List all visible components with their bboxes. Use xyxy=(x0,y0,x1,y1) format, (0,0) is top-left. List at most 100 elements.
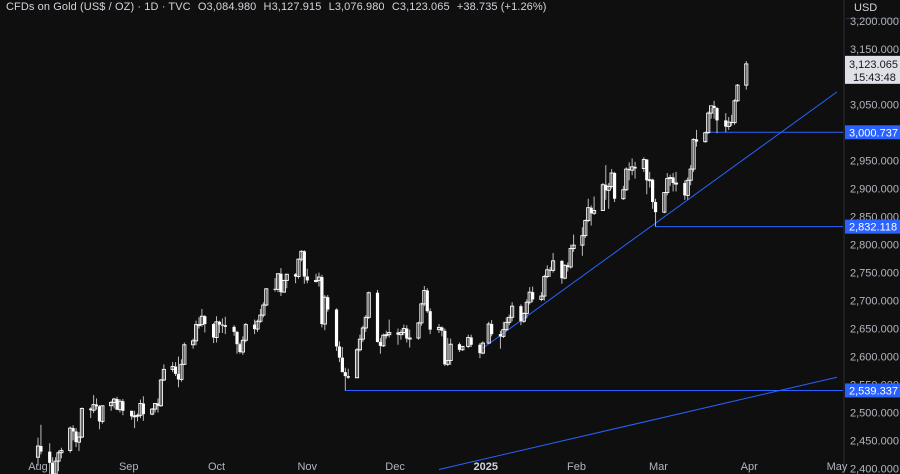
candle-body-up xyxy=(68,427,73,451)
x-tick-label: Apr xyxy=(741,461,758,473)
candle-body-up xyxy=(76,436,82,443)
y-tick-label: 2,400.000 xyxy=(850,463,899,474)
candle-body-up xyxy=(357,338,362,351)
candle-body-down xyxy=(340,357,344,373)
currency-button[interactable]: USD xyxy=(846,0,900,19)
candle-body-up xyxy=(571,244,576,249)
x-tick-label: Dec xyxy=(385,461,405,473)
candle-body-up xyxy=(551,260,556,271)
low-label: L xyxy=(328,1,335,13)
candle-body-up xyxy=(416,322,421,339)
candle-body-up xyxy=(732,100,737,124)
x-tick-label: Nov xyxy=(297,461,317,473)
y-tick-label: 3,150.000 xyxy=(850,44,899,56)
candle-body-down xyxy=(498,334,503,337)
candle-body-up xyxy=(407,337,412,340)
candle-body-up xyxy=(501,329,506,337)
candle-body-down xyxy=(612,172,617,199)
candle-body-up xyxy=(600,184,605,211)
candle-body-down xyxy=(651,179,655,203)
candle-body-up xyxy=(448,343,453,361)
chart-legend-header: CFDs on Gold (US$ / OZ) · 1D · TVC O3,08… xyxy=(6,1,547,13)
bar-countdown-label: 15:43:48 xyxy=(853,72,896,84)
candle-body-down xyxy=(589,207,593,214)
candle-body-down xyxy=(633,166,637,169)
candle-body-down xyxy=(141,403,145,415)
candle-body-up xyxy=(445,359,450,365)
candle-body-up xyxy=(360,327,365,340)
candle-body-up xyxy=(193,324,199,342)
candle-body-down xyxy=(346,376,350,378)
candle-body-up xyxy=(264,288,269,306)
candle-body-up xyxy=(507,316,512,323)
y-tick-label: 2,650.000 xyxy=(850,324,899,336)
last-price-label-box xyxy=(845,55,900,84)
candle-body-up xyxy=(182,344,187,365)
candle-body-up xyxy=(59,450,64,454)
candle-body-down xyxy=(343,372,347,377)
candle-body-down xyxy=(671,177,675,184)
candle-body-up xyxy=(196,324,202,327)
candle-body-down xyxy=(548,269,552,271)
candle-body-up xyxy=(539,295,544,300)
candle-body-down xyxy=(396,332,400,335)
candle-body-down xyxy=(490,324,494,335)
x-tick-label: Mar xyxy=(649,461,668,473)
candle-body-up xyxy=(255,320,260,330)
candle-body-down xyxy=(469,337,473,345)
candle-body-up xyxy=(688,168,693,181)
candle-body-down xyxy=(51,462,55,474)
open-value: 3,084.980 xyxy=(206,1,257,13)
candle-body-up xyxy=(322,296,327,325)
x-tick-label: 2025 xyxy=(474,461,498,473)
candle-body-down xyxy=(478,344,482,354)
close-label: C xyxy=(391,1,400,13)
candle-body-up xyxy=(583,220,588,237)
candle-body-up xyxy=(135,414,140,417)
candle-body-up xyxy=(521,312,526,322)
candle-body-up xyxy=(91,404,96,411)
candle-body-down xyxy=(232,326,236,332)
candle-body-down xyxy=(457,344,462,350)
candle-body-down xyxy=(425,290,429,312)
candle-body-down xyxy=(724,120,728,127)
candle-body-up xyxy=(296,258,301,277)
candle-body-down xyxy=(121,401,125,411)
candle-body-down xyxy=(653,202,658,213)
candle-body-down xyxy=(176,373,181,380)
candle-body-down xyxy=(273,288,277,290)
x-tick-label: May xyxy=(827,461,848,473)
candle-body-up xyxy=(703,132,708,143)
trend-line xyxy=(482,91,838,349)
high-value: 3,127.915 xyxy=(271,1,322,13)
candle-body-down xyxy=(94,404,99,407)
candle-body-down xyxy=(130,410,134,417)
candle-body-up xyxy=(281,279,286,293)
candle-body-up xyxy=(366,292,371,318)
candle-body-down xyxy=(279,273,283,293)
candle-body-up xyxy=(284,273,289,281)
candle-body-down xyxy=(252,324,257,330)
candle-body-down xyxy=(115,399,119,410)
candle-body-up xyxy=(179,363,184,380)
candle-body-down xyxy=(440,327,444,331)
candle-body-up xyxy=(398,331,403,336)
open-label: O xyxy=(197,1,207,13)
candle-body-up xyxy=(706,112,711,134)
candle-body-up xyxy=(524,301,529,314)
y-tick-label: 2,900.000 xyxy=(850,184,899,196)
candle-body-up xyxy=(363,316,368,329)
candle-body-down xyxy=(89,408,93,411)
candle-body-down xyxy=(519,306,523,322)
candle-body-up xyxy=(606,185,611,191)
y-tick-label-partial: 3,200.000 xyxy=(850,16,899,28)
candle-body-up xyxy=(153,403,158,410)
candle-body-down xyxy=(48,451,52,463)
candle-body-up xyxy=(726,121,731,127)
candle-body-up xyxy=(510,305,515,318)
candle-body-down xyxy=(715,108,719,121)
last-price-label: 3,123.065 xyxy=(849,59,898,71)
trend-line xyxy=(438,376,838,471)
candle-body-down xyxy=(405,328,409,339)
